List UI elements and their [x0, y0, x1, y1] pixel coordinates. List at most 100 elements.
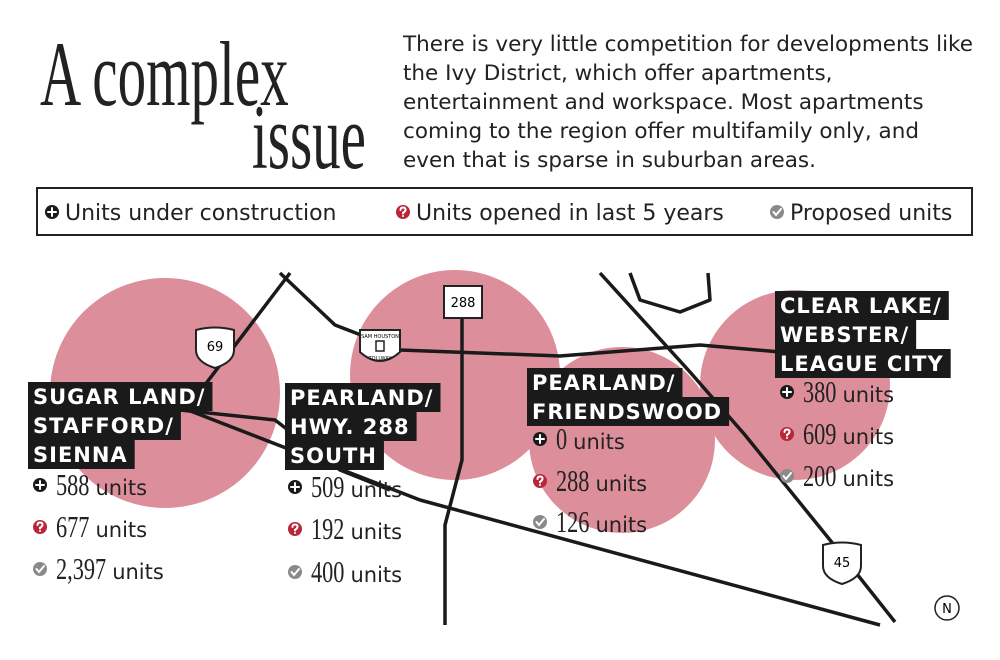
icon-glyph	[294, 532, 296, 534]
shield-label: 69	[207, 340, 224, 355]
stat-unit: units	[842, 425, 894, 449]
icon-glyph	[539, 484, 541, 486]
label-bg	[527, 397, 730, 426]
shield-label: 45	[834, 556, 851, 571]
region-label: SIENNA	[33, 443, 128, 467]
stat-icon	[288, 522, 302, 536]
stat-unit: units	[595, 472, 647, 496]
region-label: SOUTH	[290, 444, 377, 468]
legend-label: Proposed units	[790, 201, 952, 226]
stat-value: 609	[803, 416, 836, 450]
label-bg	[775, 320, 917, 349]
stat-value: 588	[56, 467, 89, 501]
region-label: WEBSTER/	[780, 323, 909, 347]
stat-icon	[780, 385, 794, 399]
stat-unit: units	[842, 467, 894, 491]
label-bg	[28, 411, 181, 440]
label-bg	[527, 368, 683, 397]
label-bg	[28, 440, 135, 469]
stat-icon	[780, 427, 794, 441]
stat-value: 2,397	[56, 551, 106, 585]
tollway-icon	[375, 340, 385, 352]
region-label: LEAGUE CITY	[780, 352, 944, 376]
label-bg	[285, 441, 384, 470]
stat-icon	[288, 480, 302, 494]
stat-value: 192	[311, 511, 344, 545]
icon-glyph	[535, 518, 545, 527]
stat-value: 677	[56, 509, 89, 543]
north-label: N	[942, 602, 952, 617]
icon-dot	[288, 565, 302, 579]
icon-glyph	[783, 428, 791, 437]
region-label: FRIENDSWOOD	[532, 400, 722, 424]
stat-value: 509	[311, 469, 344, 503]
icon-glyph	[536, 475, 544, 484]
stat-icon	[33, 520, 47, 534]
road	[193, 271, 292, 400]
icon-glyph	[399, 206, 407, 215]
title-line: issue	[252, 86, 366, 188]
region-label: STAFFORD/	[33, 414, 174, 438]
icon-glyph	[36, 521, 44, 530]
north-arrow	[934, 595, 960, 621]
stat-value: 380	[803, 374, 836, 408]
icon-glyph	[402, 215, 404, 217]
region-label: HWY. 288	[290, 415, 410, 439]
stat-icon	[396, 205, 410, 219]
stat-unit: units	[573, 430, 625, 454]
shield-label: SAM HOUSTON	[361, 334, 399, 340]
stat-icon	[533, 432, 547, 446]
stat-icon	[33, 562, 47, 576]
stat-icon	[533, 515, 547, 529]
icon-glyph	[772, 208, 782, 217]
icon-glyph	[291, 523, 299, 532]
label-bg	[775, 291, 949, 320]
stat-icon	[45, 205, 59, 219]
legend-label: Units opened in last 5 years	[416, 201, 724, 226]
road	[443, 318, 464, 625]
stat-icon	[780, 469, 794, 483]
stat-icon	[533, 474, 547, 488]
stat-unit: units	[842, 383, 894, 407]
intro-text: There is very little competition for dev…	[403, 32, 973, 173]
tollway-shield	[359, 329, 401, 362]
label-bg	[775, 349, 951, 378]
title-line: A complex	[40, 23, 289, 125]
road	[628, 272, 712, 314]
interstate-shield	[822, 541, 862, 586]
icon-glyph	[39, 530, 41, 532]
icon-dot	[780, 469, 794, 483]
label-bg	[28, 382, 213, 411]
road	[278, 271, 781, 358]
icon-dot	[33, 562, 47, 576]
label-bg	[285, 412, 417, 441]
stat-value: 126	[556, 504, 589, 538]
stat-unit: units	[95, 518, 147, 542]
stat-unit: units	[595, 513, 647, 537]
label-bg	[285, 383, 441, 412]
icon-dot	[770, 205, 784, 219]
region-label: CLEAR LAKE/	[780, 294, 942, 318]
stat-unit: units	[350, 520, 402, 544]
stat-value: 288	[556, 463, 589, 497]
region-label: PEARLAND/	[290, 386, 433, 410]
stat-unit: units	[95, 476, 147, 500]
stat-value: 0	[556, 421, 567, 455]
interstate-shield	[195, 326, 235, 370]
icon-glyph	[290, 568, 300, 577]
stat-icon	[770, 205, 784, 219]
shield-label: TOLLWAY	[368, 356, 393, 362]
icon-glyph	[782, 472, 792, 481]
stat-unit: units	[350, 478, 402, 502]
road	[174, 403, 881, 627]
legend-label: Units under construction	[65, 201, 336, 226]
region-label: SUGAR LAND/	[33, 385, 205, 409]
stat-unit: units	[112, 560, 164, 584]
region-label: PEARLAND/	[532, 371, 675, 395]
stat-unit: units	[350, 563, 402, 587]
icon-glyph	[35, 565, 45, 574]
legend-box	[36, 187, 973, 236]
legend-frame	[36, 187, 973, 236]
